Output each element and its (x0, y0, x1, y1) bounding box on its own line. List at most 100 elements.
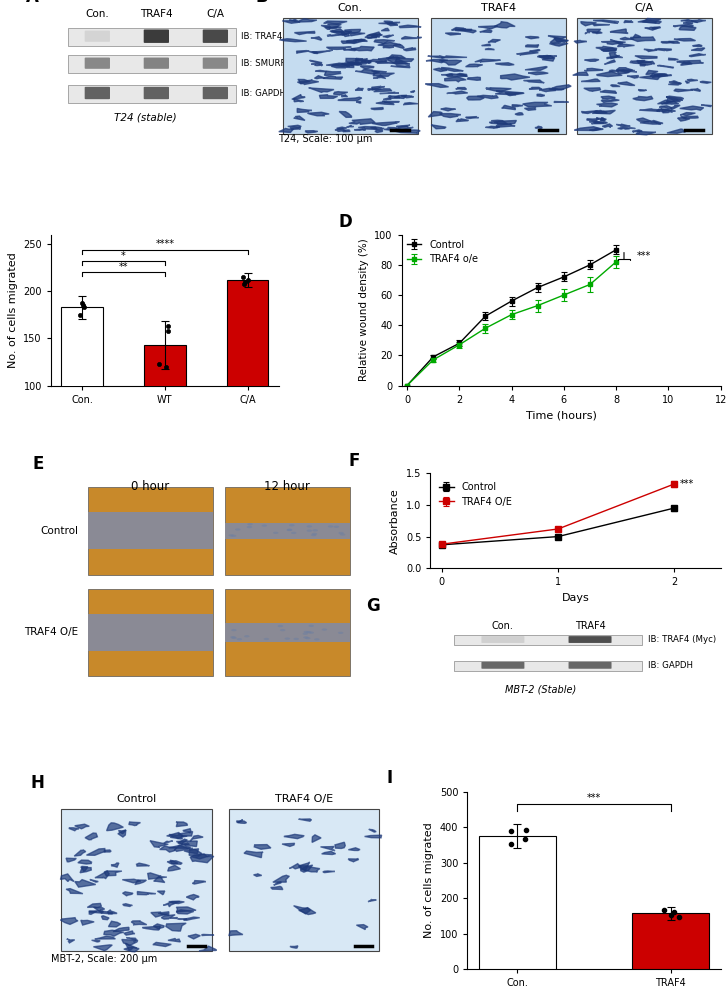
Polygon shape (296, 50, 309, 53)
Polygon shape (288, 126, 301, 128)
Polygon shape (650, 74, 668, 77)
Point (162, 323, 173, 339)
Polygon shape (314, 76, 325, 79)
Polygon shape (433, 68, 447, 71)
Point (505, 823, 517, 839)
Y-axis label: Relative wound density (%): Relative wound density (%) (359, 238, 369, 382)
Polygon shape (94, 907, 105, 913)
Point (74, 307, 85, 322)
Polygon shape (148, 873, 167, 879)
Polygon shape (441, 56, 467, 58)
Polygon shape (274, 882, 281, 885)
Polygon shape (104, 871, 122, 876)
Bar (87, 588, 213, 676)
Polygon shape (74, 850, 86, 856)
Polygon shape (358, 127, 377, 130)
Polygon shape (620, 70, 637, 73)
Polygon shape (496, 62, 514, 65)
Polygon shape (372, 86, 385, 90)
Polygon shape (375, 130, 383, 133)
Polygon shape (455, 29, 472, 31)
Polygon shape (701, 105, 711, 107)
Text: MBT-2 (Stable): MBT-2 (Stable) (505, 684, 577, 694)
Polygon shape (164, 841, 173, 844)
Text: TRAF4 O/E: TRAF4 O/E (275, 794, 333, 804)
Point (658, 902, 670, 918)
Polygon shape (428, 112, 442, 117)
Polygon shape (679, 26, 696, 31)
Polygon shape (383, 35, 394, 38)
Point (76, 298, 88, 314)
Text: **: ** (119, 262, 128, 272)
Polygon shape (425, 84, 448, 87)
Polygon shape (244, 852, 263, 857)
Bar (225, 487, 349, 575)
Polygon shape (347, 40, 365, 44)
Polygon shape (138, 891, 156, 895)
Point (161, 359, 173, 375)
Polygon shape (330, 31, 352, 36)
Polygon shape (159, 846, 177, 853)
Polygon shape (684, 22, 693, 24)
Polygon shape (395, 95, 407, 99)
Text: Con.: Con. (85, 9, 109, 19)
Bar (227, 280, 269, 480)
Polygon shape (376, 102, 394, 105)
Polygon shape (596, 103, 617, 107)
Polygon shape (290, 128, 301, 130)
Polygon shape (618, 82, 635, 85)
Polygon shape (526, 45, 539, 47)
Polygon shape (381, 29, 389, 31)
Polygon shape (445, 77, 466, 82)
Polygon shape (351, 46, 374, 50)
Polygon shape (447, 91, 467, 94)
Polygon shape (349, 119, 375, 125)
Polygon shape (401, 96, 414, 98)
Polygon shape (441, 74, 453, 75)
Bar (68, 55, 237, 73)
Ellipse shape (287, 529, 292, 531)
Polygon shape (661, 42, 674, 44)
Polygon shape (397, 126, 410, 127)
Polygon shape (368, 59, 387, 62)
Polygon shape (392, 62, 410, 64)
Polygon shape (337, 127, 347, 130)
Point (521, 822, 532, 838)
Ellipse shape (309, 625, 314, 627)
Y-axis label: No. of cells migrated: No. of cells migrated (8, 252, 17, 368)
FancyBboxPatch shape (481, 662, 524, 669)
Ellipse shape (306, 631, 312, 633)
Bar (633, 913, 709, 969)
Polygon shape (294, 32, 315, 35)
Polygon shape (325, 71, 341, 75)
Polygon shape (554, 38, 569, 42)
Polygon shape (151, 912, 168, 917)
Polygon shape (398, 127, 414, 130)
Polygon shape (75, 824, 90, 829)
Polygon shape (439, 60, 462, 65)
Ellipse shape (229, 534, 234, 536)
Polygon shape (440, 114, 461, 118)
Polygon shape (399, 25, 422, 28)
Polygon shape (380, 92, 399, 94)
Polygon shape (585, 59, 599, 61)
Polygon shape (323, 871, 335, 872)
Ellipse shape (287, 529, 293, 531)
Polygon shape (428, 55, 444, 58)
Polygon shape (75, 879, 96, 887)
Point (665, 907, 677, 923)
Bar (431, 18, 566, 135)
Polygon shape (162, 915, 175, 919)
Text: Control: Control (116, 794, 157, 804)
Bar (282, 18, 418, 135)
Polygon shape (192, 880, 206, 884)
Point (242, 272, 254, 288)
Bar (144, 345, 186, 480)
Text: ****: **** (155, 239, 175, 249)
Polygon shape (322, 852, 336, 854)
Polygon shape (347, 126, 354, 128)
Polygon shape (526, 37, 539, 39)
Polygon shape (485, 48, 494, 49)
Polygon shape (150, 841, 168, 848)
Polygon shape (667, 99, 683, 102)
